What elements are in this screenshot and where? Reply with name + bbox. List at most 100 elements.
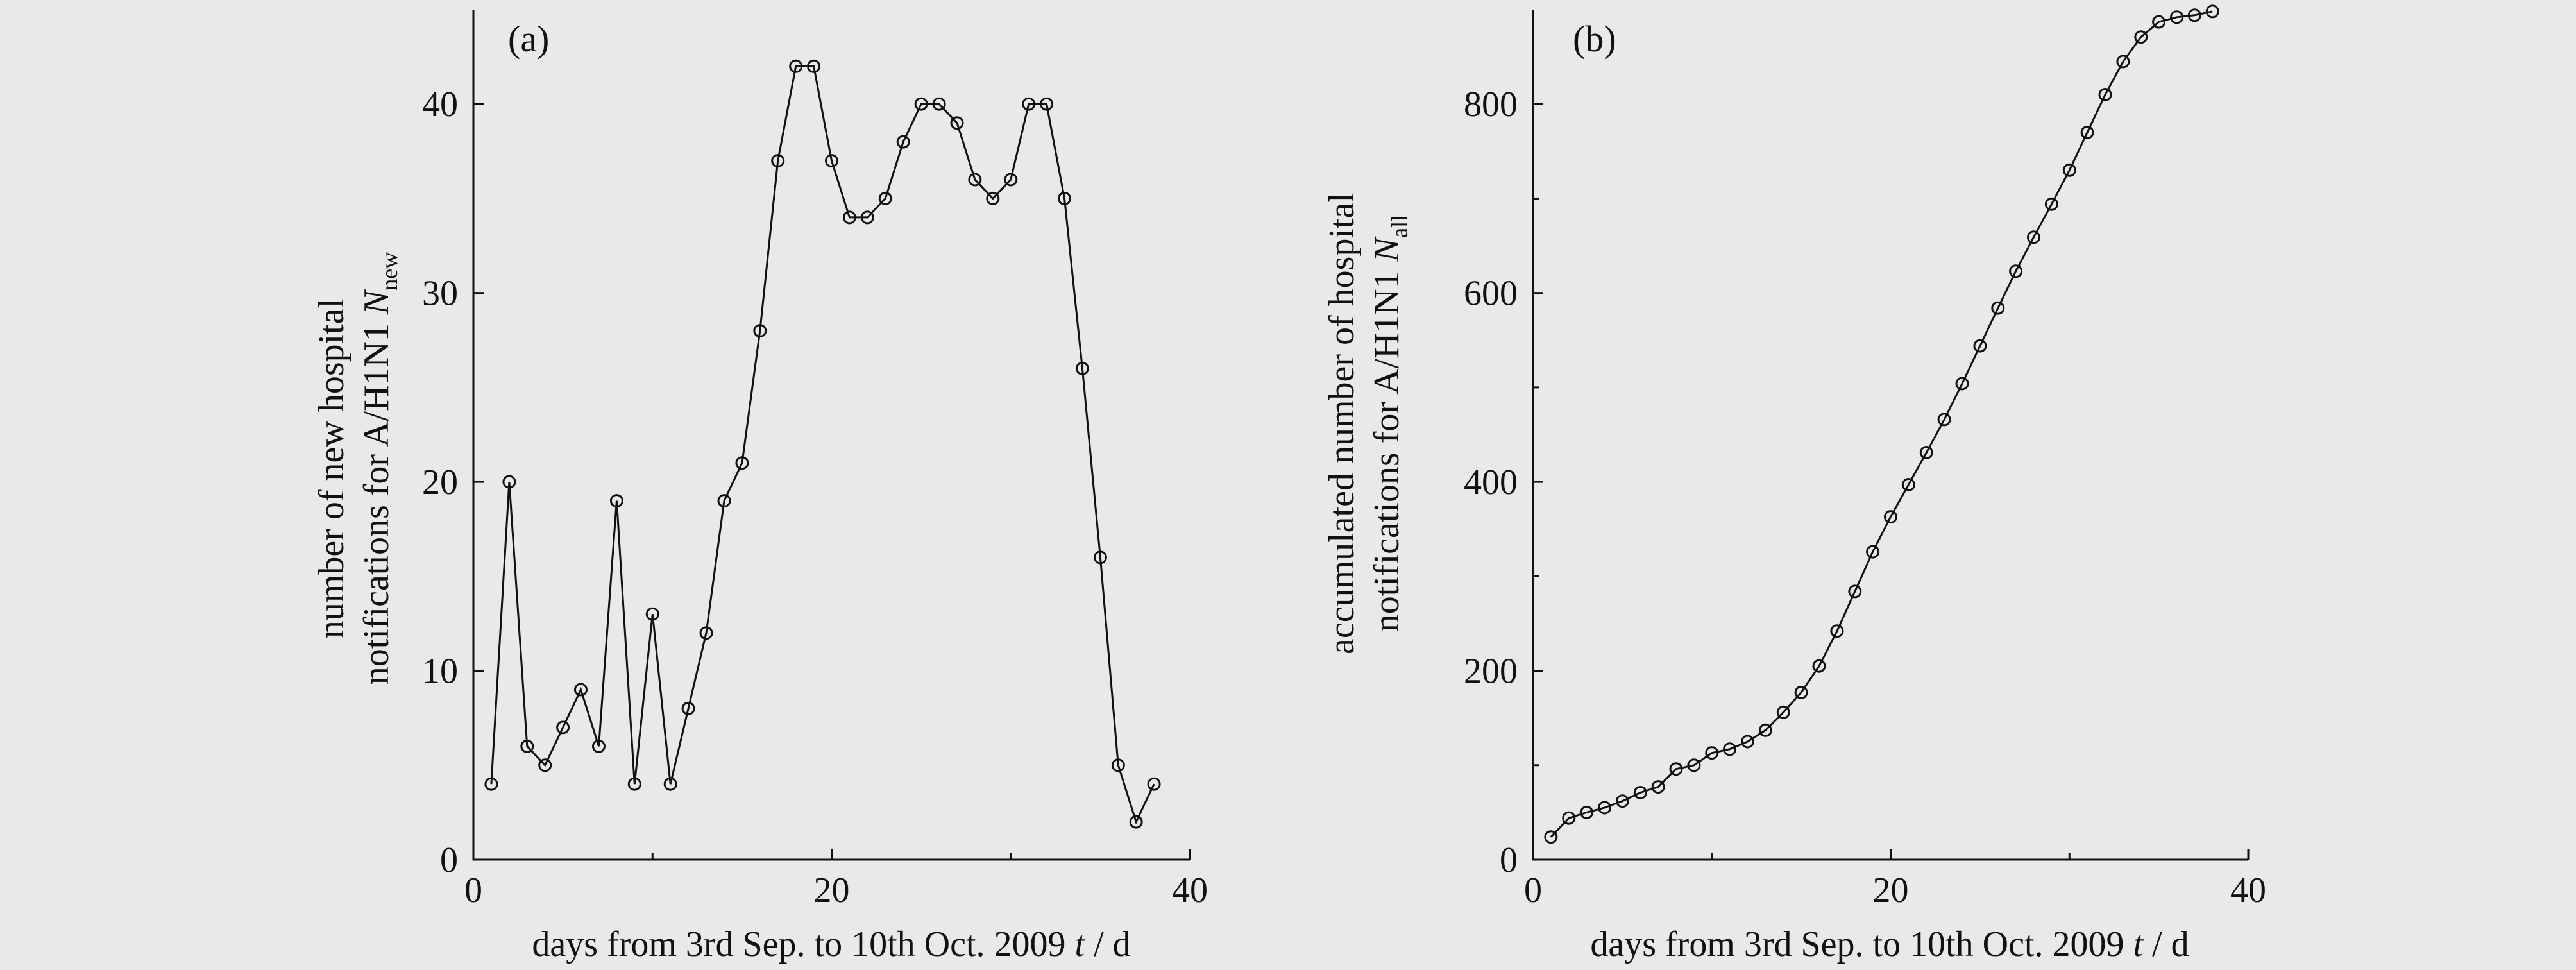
data-point-a — [717, 494, 731, 508]
data-point-a — [538, 758, 552, 772]
data-point-a — [986, 191, 1000, 205]
data-point-b — [2205, 4, 2219, 19]
data-point-a — [807, 59, 821, 73]
y-tick-label-a: 20 — [422, 463, 458, 502]
data-point-a — [950, 116, 964, 130]
data-point-a — [520, 739, 534, 753]
data-point-a — [627, 777, 641, 791]
data-point-a — [556, 720, 570, 735]
data-point-a — [968, 173, 982, 187]
data-point-b — [1848, 584, 1862, 599]
data-point-b — [1830, 624, 1844, 638]
data-point-b — [2062, 163, 2076, 177]
data-point-b — [1884, 510, 1897, 524]
data-point-b — [1991, 301, 2005, 315]
data-point-a — [1093, 550, 1107, 565]
data-point-b — [2098, 88, 2112, 101]
x-tick-label-a: 20 — [814, 871, 850, 910]
y-axis-label-a: number of new hospital notifications for… — [312, 252, 402, 685]
data-point-a — [645, 607, 659, 621]
data-point-a — [574, 683, 588, 697]
data-point-a — [932, 97, 946, 111]
x-tick-label-b: 40 — [2230, 871, 2266, 910]
data-point-b — [1937, 413, 1951, 427]
tick-labels-a: 0 20 40 0 10 20 30 40 — [422, 85, 1208, 910]
data-point-b — [1812, 659, 1826, 673]
data-point-a — [860, 210, 874, 225]
data-point-a — [1111, 758, 1125, 772]
data-point-a — [1129, 815, 1143, 829]
data-point-b — [1919, 446, 1933, 459]
data-point-b — [1580, 805, 1594, 819]
data-point-b — [2187, 8, 2201, 22]
data-point-a — [825, 154, 838, 168]
data-point-b — [1794, 685, 1808, 699]
data-point-a — [1004, 173, 1018, 187]
series-line-a — [490, 65, 1155, 825]
data-point-a — [753, 324, 767, 338]
x-axis-label-a: days from 3rd Sep. to 10th Oct. 2009 t /… — [532, 924, 1130, 964]
data-point-a — [1022, 97, 1036, 111]
data-point-b — [1741, 735, 1754, 749]
data-point-b — [1544, 830, 1558, 844]
markers-b — [1544, 4, 2219, 844]
data-point-b — [1598, 801, 1611, 815]
y-tick-label-b: 0 — [1500, 840, 1518, 880]
x-tick-label-a: 0 — [464, 871, 482, 910]
data-point-b — [2080, 125, 2094, 139]
data-point-b — [1562, 811, 1576, 825]
svg-text:notifications for A/H1N1 Nnew: notifications for A/H1N1 Nnew — [357, 252, 402, 685]
x-tick-label-b: 0 — [1524, 871, 1542, 910]
chart-panel-a: (a) 0 20 40 0 10 20 30 40 days from 3rd Sep. to… — [312, 10, 1208, 964]
y-axis-label-b: accumulated number of hospital notificat… — [1322, 192, 1412, 654]
y-tick-label-b: 400 — [1464, 463, 1518, 502]
data-point-a — [1058, 191, 1071, 205]
data-point-a — [502, 475, 516, 489]
y-tick-label-b: 600 — [1464, 274, 1518, 314]
data-point-b — [1901, 478, 1915, 491]
data-point-b — [1776, 705, 1790, 719]
x-tick-label-b: 20 — [1873, 871, 1909, 910]
markers-a — [484, 59, 1161, 829]
data-point-b — [1973, 339, 1987, 353]
y-tick-label-a: 0 — [440, 840, 458, 880]
data-point-b — [2134, 30, 2148, 44]
data-point-b — [2152, 15, 2166, 29]
y-tick-label-a: 40 — [422, 85, 458, 124]
panel-label-a: (a) — [508, 18, 549, 60]
data-point-a — [789, 59, 803, 73]
data-point-b — [1705, 746, 1719, 760]
ticks-a — [472, 103, 1191, 861]
data-point-a — [663, 777, 677, 791]
x-tick-label-a: 40 — [1172, 871, 1208, 910]
data-point-b — [1615, 794, 1629, 808]
data-point-b — [2170, 10, 2183, 24]
y-tick-label-b: 800 — [1464, 85, 1518, 124]
data-point-a — [735, 456, 749, 470]
y-tick-label-b: 200 — [1464, 652, 1518, 692]
data-point-a — [592, 739, 606, 753]
axes-a — [472, 10, 1190, 861]
data-point-b — [1633, 786, 1647, 799]
data-point-b — [1758, 723, 1772, 737]
data-point-a — [771, 154, 785, 168]
svg-text:notifications for A/H1N1 Nall: notifications for A/H1N1 Nall — [1367, 215, 1412, 632]
panel-label-b: (b) — [1573, 18, 1616, 60]
data-point-a — [842, 210, 856, 225]
y-tick-label-a: 10 — [422, 652, 458, 692]
data-point-b — [1955, 377, 1969, 391]
svg-text:number of new hospital: number of new hospital — [312, 298, 352, 638]
data-point-b — [2116, 55, 2130, 69]
data-point-a — [1040, 97, 1054, 111]
x-axis-label-b: days from 3rd Sep. to 10th Oct. 2009 t /… — [1590, 924, 2189, 964]
data-point-a — [681, 701, 695, 715]
data-point-b — [1669, 762, 1683, 776]
data-point-a — [1147, 777, 1161, 791]
ticks-b — [1532, 103, 2250, 861]
data-point-b — [1866, 545, 1880, 559]
series-line-b — [1550, 10, 2213, 838]
data-point-a — [1075, 361, 1089, 375]
data-point-a — [914, 97, 928, 111]
